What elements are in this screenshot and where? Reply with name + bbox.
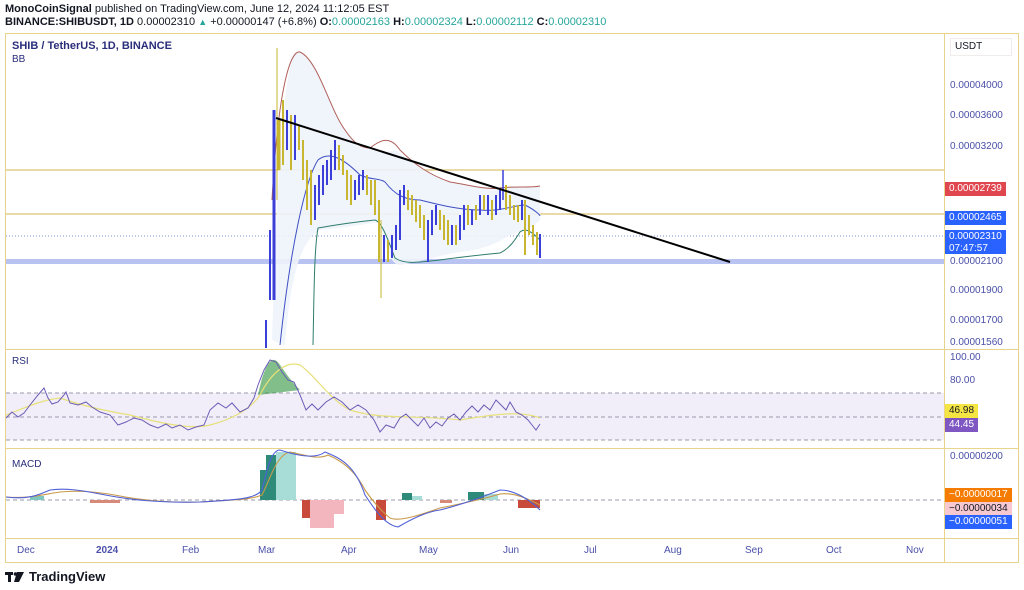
support-zone[interactable] [6, 259, 944, 264]
rsi-overbought-fill [258, 359, 300, 395]
rsi-ma-line [5, 363, 541, 428]
price-tick: 0.00001900 [950, 285, 1003, 296]
rsi-badge: 44.45 [945, 418, 979, 432]
time-tick: Sep [745, 545, 763, 556]
price-tick: 0.00004000 [950, 80, 1003, 91]
time-tick: 2024 [96, 545, 119, 556]
currency-label[interactable]: USDT [950, 38, 1012, 56]
low-value: 0.00002112 [476, 16, 534, 28]
rsi-legend[interactable]: RSI [12, 356, 29, 367]
open-label: O: [319, 16, 332, 28]
low-label: L: [465, 16, 477, 28]
time-axis-separator [5, 538, 1019, 539]
high-label: H: [393, 16, 405, 28]
descending-trendline[interactable] [275, 117, 731, 263]
macd-tick: 0.00000200 [950, 451, 1003, 462]
price-tick: 0.00001560 [950, 337, 1003, 348]
bb-upper-line [271, 51, 541, 201]
bb-legend[interactable]: BB [12, 54, 26, 65]
time-tick: May [419, 545, 438, 556]
time-tick: Jun [503, 545, 520, 556]
bar-countdown: 07:47:57 [949, 243, 988, 254]
time-tick: Dec [17, 545, 35, 556]
time-tick: Feb [182, 545, 200, 556]
high-value: 0.00002324 [404, 16, 463, 28]
price-tick: 0.00001700 [950, 315, 1003, 326]
tradingview-logo-icon [5, 571, 24, 582]
pane-separator[interactable] [5, 448, 1019, 449]
publish-info: MonoCoinSignal published on TradingView.… [5, 3, 389, 15]
time-tick: Aug [664, 545, 682, 556]
brand-name: TradingView [29, 569, 106, 584]
price-tick: 0.00003600 [950, 110, 1003, 121]
pane-separator[interactable] [5, 349, 1019, 350]
time-tick: Mar [258, 545, 276, 556]
rsi-ma-badge: 46.98 [945, 404, 979, 418]
last-price-value: 0.00002310 [949, 231, 1002, 242]
macd-signal-badge: −0.00000017 [945, 488, 1012, 502]
price-axis-separator [944, 33, 945, 563]
last-price: 0.00002310 [137, 16, 196, 28]
time-tick: Nov [906, 545, 924, 556]
rsi-tick: 80.00 [950, 375, 976, 386]
macd-line [5, 449, 541, 528]
tradingview-logo[interactable]: TradingView [5, 569, 105, 584]
open-value: 0.00002163 [331, 16, 391, 28]
time-tick: Jul [584, 545, 597, 556]
symbol-info: BINANCE:SHIBUSDT, 1D 0.00002310 ▲ +0.000… [5, 16, 606, 28]
macd-line-badge: −0.00000051 [945, 515, 1012, 529]
series-legend-title[interactable]: SHIB / TetherUS, 1D, BINANCE [12, 40, 172, 52]
time-tick: Apr [341, 545, 357, 556]
triangle-up-icon: ▲ [198, 17, 208, 27]
author-name: MonoCoinSignal [5, 3, 92, 15]
candles[interactable] [265, 48, 541, 348]
macd-legend[interactable]: MACD [12, 459, 42, 470]
rsi-tick: 100.00 [950, 352, 981, 363]
bb-upper-badge: 0.00002739 [945, 182, 1006, 196]
price-change: +0.00000147 (+6.8%) [210, 16, 317, 28]
close-label: C: [536, 16, 549, 28]
time-tick: Oct [826, 545, 842, 556]
bb-lower-line [312, 219, 541, 346]
last-price-badge: 0.00002310 07:47:57 [945, 230, 1006, 254]
macd-hist-badge: −0.00000034 [945, 502, 1012, 516]
bb-basis-badge: 0.00002465 [945, 211, 1006, 225]
published-text: published on TradingView.com, June 12, 2… [94, 3, 390, 15]
rsi-line [5, 359, 541, 433]
symbol-label: BINANCE:SHIBUSDT, 1D [5, 16, 134, 28]
close-value: 0.00002310 [548, 16, 607, 28]
price-tick: 0.00003200 [950, 141, 1003, 152]
price-tick: 0.00002100 [950, 256, 1003, 267]
chart-frame [5, 33, 1019, 563]
